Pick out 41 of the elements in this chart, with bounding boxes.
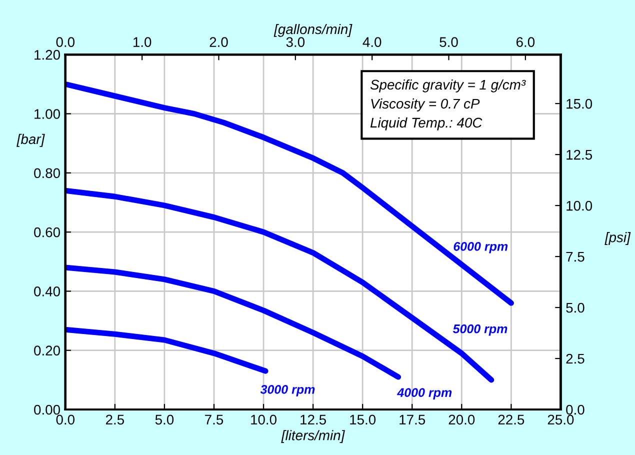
x-tick-label: 15.0	[350, 414, 376, 425]
series-label: 3000 rpm	[260, 385, 315, 396]
x2-tick-label: 1.0	[133, 37, 152, 47]
x-tick-label: 0.0	[56, 414, 75, 425]
y-tick-label: 0.60	[34, 227, 60, 238]
x-tick-label: 25.0	[548, 414, 574, 425]
y-tick-label: 1.00	[34, 109, 60, 119]
x2-tick-label: 4.0	[362, 37, 382, 47]
x-tick-label: 5.0	[155, 414, 174, 425]
y-tick-label: 0.40	[34, 286, 60, 296]
y-tick-label: 1.20	[34, 50, 60, 60]
y-axis-title: [bar]	[16, 134, 45, 147]
x2-tick-label: 3.0	[286, 37, 305, 47]
x2-tick-label: 0.0	[56, 37, 75, 47]
x-tick-label: 17.5	[400, 414, 426, 425]
x-axis-title: [liters/min]	[281, 430, 345, 444]
x2-axis-title: [gallons/min]	[274, 24, 352, 37]
y2-tick-label: 2.5	[566, 354, 584, 364]
y2-tick-label: 10.0	[566, 200, 592, 211]
x2-tick-label: 5.0	[440, 37, 458, 47]
y2-tick-label: 7.5	[566, 252, 584, 262]
y2-tick-label: 15.0	[566, 98, 592, 109]
x-tick-label: 22.5	[498, 414, 524, 425]
y-tick-label: 0.00	[34, 404, 60, 415]
y-tick-label: 0.80	[34, 168, 60, 178]
x2-tick-label: 6.0	[516, 37, 535, 47]
y2-tick-label: 12.5	[566, 150, 592, 160]
y2-axis-title: [psi]	[604, 232, 631, 245]
x2-tick-label: 2.0	[210, 37, 228, 47]
x-tick-label: 20.0	[448, 414, 475, 425]
y-tick-label: 0.20	[34, 346, 60, 356]
x-tick-label: 12.5	[300, 414, 326, 425]
x-tick-label: 10.0	[251, 414, 276, 425]
y2-tick-label: 0.0	[566, 404, 584, 415]
series-label: 6000 rpm	[454, 242, 508, 254]
x-tick-label: 2.5	[106, 414, 124, 425]
y2-tick-label: 5.0	[566, 302, 584, 313]
series-label: 4000 rpm	[396, 388, 452, 400]
series-label: 5000 rpm	[452, 324, 508, 336]
x-tick-label: 7.5	[205, 414, 224, 425]
annotation: Specific gravity = 1 g/cm³ Viscosity = 0.7 cP Liquid Temp.: 40C	[370, 79, 526, 130]
